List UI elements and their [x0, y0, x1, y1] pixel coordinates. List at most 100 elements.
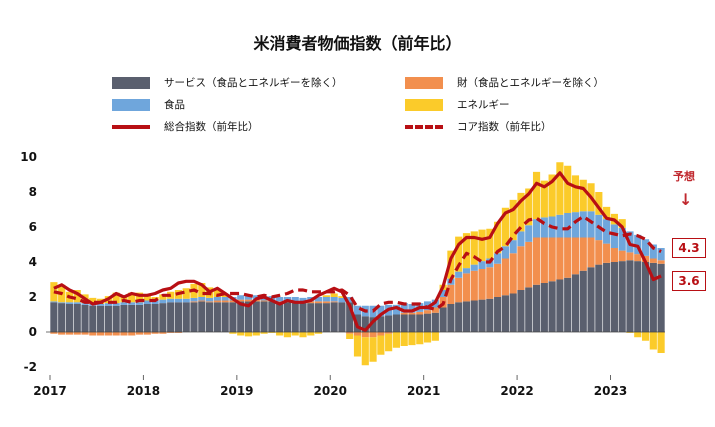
bar-segment — [314, 297, 323, 302]
bar-segment — [400, 332, 408, 346]
bar-segment — [478, 299, 486, 332]
bar-segment — [556, 214, 564, 238]
bar-segment — [97, 332, 105, 336]
bar-segment — [89, 332, 97, 336]
bar-segment — [377, 316, 385, 332]
bar-segment — [494, 297, 502, 332]
bar-segment — [486, 228, 494, 259]
legend-services-swatch — [112, 76, 150, 89]
bar-segment — [369, 317, 377, 332]
bar-segment — [657, 248, 665, 261]
bar-segment — [182, 288, 190, 299]
bar-segment — [564, 277, 572, 332]
legend-headline: 総合指数（前年比） — [112, 119, 259, 134]
bar-segment — [291, 302, 299, 332]
bar-segment — [174, 298, 183, 303]
bar-segment — [517, 192, 525, 232]
bar-segment — [478, 269, 486, 300]
legend-services-label: サービス（食品とエネルギーを除く） — [164, 77, 343, 89]
bar-segment — [159, 303, 167, 332]
bar-segment — [564, 213, 572, 238]
bar-segment — [198, 283, 206, 297]
bar-segment — [649, 258, 657, 263]
bar-segment — [392, 332, 401, 348]
legend-services: サービス（食品とエネルギーを除く） — [112, 75, 343, 90]
bar-segment — [423, 313, 432, 332]
bar-segment — [525, 241, 533, 288]
bar-segment — [634, 234, 642, 255]
bar-segment — [346, 297, 354, 303]
bar-segment — [595, 240, 603, 265]
bar-segment — [532, 237, 541, 285]
bar-segment — [610, 248, 618, 262]
bar-segment — [260, 301, 268, 332]
bar-segment — [190, 297, 198, 302]
bar-segment — [276, 302, 284, 332]
bar-segment — [385, 332, 393, 334]
bar-segment — [603, 219, 611, 244]
bar-segment — [618, 227, 626, 251]
bar-segment — [509, 240, 517, 254]
bar-segment — [120, 295, 128, 303]
bar-segment — [206, 297, 214, 302]
bar-segment — [112, 332, 120, 336]
bar-segment — [579, 211, 587, 238]
bar-segment — [641, 262, 650, 332]
bar-segment — [657, 332, 665, 353]
bar-segment — [307, 303, 315, 332]
legend-goods-swatch — [405, 76, 443, 89]
bar-segment — [143, 300, 151, 304]
legend-core-line — [405, 124, 443, 129]
core-last-value: 4.3 — [672, 238, 706, 258]
forecast-arrow: ↓ — [679, 190, 693, 209]
bar-segment — [167, 302, 175, 332]
bar-segment — [377, 332, 385, 336]
bar-segment — [556, 237, 564, 280]
bar-segment — [58, 303, 66, 332]
bar-segment — [447, 250, 455, 279]
bar-segment — [260, 332, 268, 334]
bar-segment — [595, 264, 603, 332]
bar-segment — [81, 303, 89, 305]
bar-segment — [276, 297, 284, 302]
bar-segment — [73, 302, 81, 304]
x-tick-label: 2017 — [33, 384, 66, 398]
bar-segment — [299, 303, 307, 332]
bar-segment — [494, 263, 502, 297]
bar-segment — [548, 237, 556, 282]
bar-segment — [649, 244, 657, 259]
bar-segment — [470, 264, 478, 271]
bar-segment — [431, 307, 439, 313]
bar-segment — [135, 332, 144, 335]
bar-segment — [657, 260, 665, 264]
bar-segment — [314, 332, 323, 334]
bar-segment — [478, 229, 486, 262]
bar-segment — [182, 302, 190, 332]
bar-segment — [571, 175, 580, 213]
bar-segment — [486, 298, 494, 332]
bar-segment — [143, 295, 151, 301]
bar-segment — [81, 304, 89, 332]
x-tick-label: 2022 — [500, 384, 533, 398]
x-tick-label: 2021 — [407, 384, 440, 398]
x-tick-label: 2023 — [594, 384, 627, 398]
bar-segment — [455, 277, 463, 303]
bar-segment — [322, 295, 330, 297]
bar-segment — [532, 284, 541, 332]
bar-segment — [244, 299, 253, 302]
y-tick-label: 8 — [29, 185, 37, 199]
legend-goods-label: 財（食品とエネルギーを除く） — [457, 77, 604, 89]
bar-segment — [564, 165, 572, 213]
bar-segment — [229, 302, 237, 332]
bar-segment — [595, 192, 603, 215]
legend-core: コア指数（前年比） — [405, 119, 552, 134]
bar-segment — [120, 332, 128, 336]
bar-segment — [213, 302, 221, 332]
bar-segment — [353, 335, 362, 357]
bar-segment — [392, 304, 401, 315]
bar-segment — [579, 270, 587, 332]
bar-segment — [73, 332, 81, 335]
bar-segment — [509, 293, 517, 332]
bar-segment — [330, 302, 338, 332]
bar-segment — [104, 332, 112, 336]
